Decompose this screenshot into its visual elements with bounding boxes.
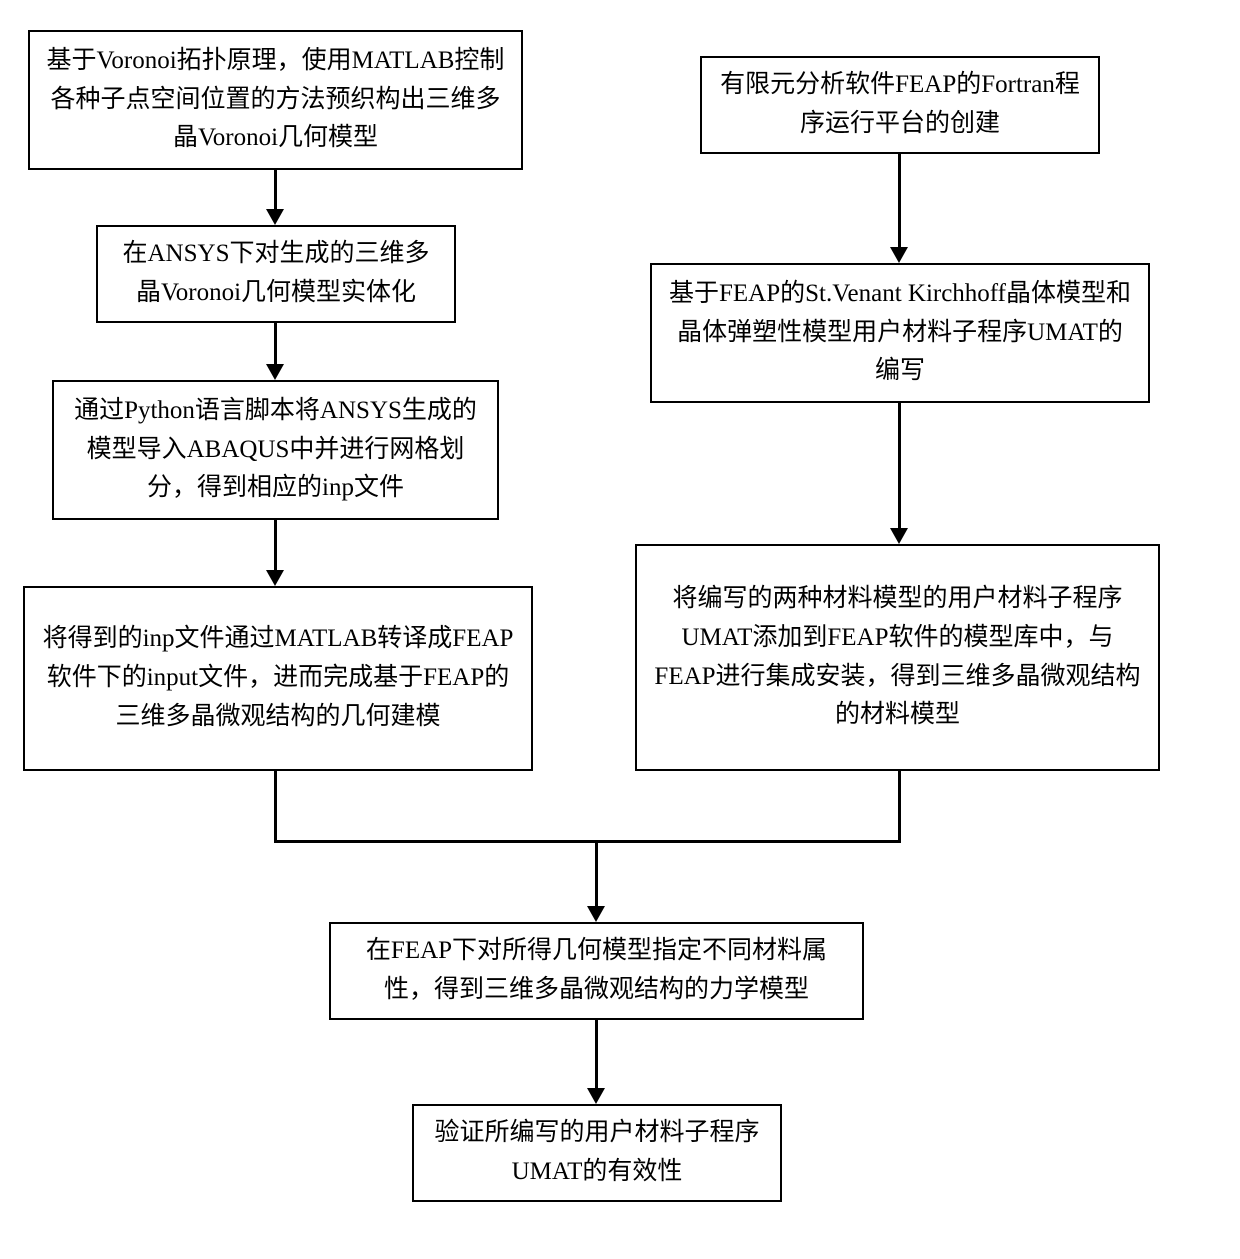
arrow-merge-horizontal bbox=[274, 840, 901, 843]
arrow-left1-left2 bbox=[274, 170, 277, 211]
flowchart-node-bottom2: 验证所编写的用户材料子程序UMAT的有效性 bbox=[412, 1104, 782, 1202]
arrow-head-icon bbox=[266, 364, 284, 380]
arrow-left2-left3 bbox=[274, 323, 277, 366]
arrow-merge-left-v bbox=[274, 771, 277, 843]
node-text: 通过Python语言脚本将ANSYS生成的模型导入ABAQUS中并进行网格划分，… bbox=[70, 392, 481, 508]
flowchart-node-left4: 将得到的inp文件通过MATLAB转译成FEAP软件下的input文件，进而完成… bbox=[23, 586, 533, 771]
arrow-head-icon bbox=[266, 570, 284, 586]
arrow-merge-center-v bbox=[595, 840, 598, 908]
arrow-head-icon bbox=[890, 528, 908, 544]
flowchart-node-right3: 将编写的两种材料模型的用户材料子程序UMAT添加到FEAP软件的模型库中，与FE… bbox=[635, 544, 1160, 771]
node-text: 基于Voronoi拓扑原理，使用MATLAB控制各种子点空间位置的方法预织构出三… bbox=[46, 42, 505, 158]
node-text: 有限元分析软件FEAP的Fortran程序运行平台的创建 bbox=[718, 66, 1082, 144]
flowchart-node-right1: 有限元分析软件FEAP的Fortran程序运行平台的创建 bbox=[700, 56, 1100, 154]
node-text: 在FEAP下对所得几何模型指定不同材料属性，得到三维多晶微观结构的力学模型 bbox=[347, 932, 846, 1010]
arrow-head-icon bbox=[266, 209, 284, 225]
arrow-merge-right-v bbox=[898, 771, 901, 843]
arrow-right1-right2 bbox=[898, 154, 901, 249]
node-text: 验证所编写的用户材料子程序UMAT的有效性 bbox=[430, 1114, 764, 1192]
arrow-head-icon bbox=[587, 906, 605, 922]
flowchart-node-right2: 基于FEAP的St.Venant Kirchhoff晶体模型和晶体弹塑性模型用户… bbox=[650, 263, 1150, 403]
flowchart-node-left3: 通过Python语言脚本将ANSYS生成的模型导入ABAQUS中并进行网格划分，… bbox=[52, 380, 499, 520]
arrow-bottom1-bottom2 bbox=[595, 1020, 598, 1090]
node-text: 在ANSYS下对生成的三维多晶Voronoi几何模型实体化 bbox=[114, 235, 438, 313]
flowchart-node-left2: 在ANSYS下对生成的三维多晶Voronoi几何模型实体化 bbox=[96, 225, 456, 323]
node-text: 将编写的两种材料模型的用户材料子程序UMAT添加到FEAP软件的模型库中，与FE… bbox=[653, 580, 1142, 735]
arrow-head-icon bbox=[587, 1088, 605, 1104]
arrow-head-icon bbox=[890, 247, 908, 263]
arrow-right2-right3 bbox=[898, 403, 901, 530]
node-text: 将得到的inp文件通过MATLAB转译成FEAP软件下的input文件，进而完成… bbox=[41, 620, 515, 736]
flowchart-node-left1: 基于Voronoi拓扑原理，使用MATLAB控制各种子点空间位置的方法预织构出三… bbox=[28, 30, 523, 170]
flowchart-node-bottom1: 在FEAP下对所得几何模型指定不同材料属性，得到三维多晶微观结构的力学模型 bbox=[329, 922, 864, 1020]
node-text: 基于FEAP的St.Venant Kirchhoff晶体模型和晶体弹塑性模型用户… bbox=[668, 275, 1132, 391]
arrow-left3-left4 bbox=[274, 520, 277, 572]
